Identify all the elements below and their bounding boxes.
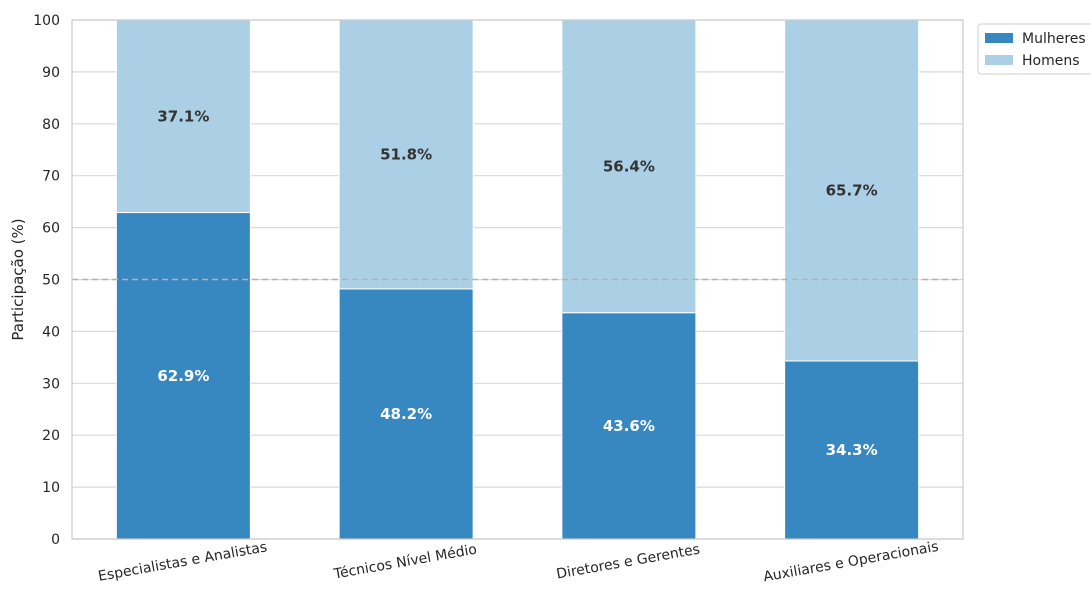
y-axis-label: Participação (%) bbox=[9, 218, 27, 340]
x-tick-label-1: Técnicos Nível Médio bbox=[332, 542, 478, 583]
data-label-mulheres-0: 62.9% bbox=[157, 367, 209, 385]
data-labels: 62.9% 37.1% 48.2% 51.8% 43.6% 56.4% 34.3% 65.7% bbox=[157, 107, 877, 459]
x-tick-label-3: Auxiliares e Operacionais bbox=[762, 539, 940, 586]
y-tick-label-10: 100 bbox=[33, 13, 60, 29]
y-tick-label-7: 70 bbox=[42, 169, 60, 185]
x-axis-ticks: Especialistas e Analistas Técnicos Nível … bbox=[97, 539, 940, 586]
data-label-homens-3: 65.7% bbox=[826, 181, 878, 199]
bar-mulheres-1 bbox=[338, 288, 474, 540]
data-label-homens-1: 51.8% bbox=[380, 145, 432, 163]
legend-swatch-mulheres bbox=[985, 33, 1013, 43]
bar-homens-0 bbox=[115, 19, 251, 214]
data-label-homens-0: 37.1% bbox=[157, 107, 209, 125]
bar-mulheres-3 bbox=[784, 360, 920, 540]
y-tick-label-5: 50 bbox=[42, 273, 60, 289]
y-tick-label-0: 0 bbox=[51, 532, 60, 548]
y-tick-label-1: 10 bbox=[42, 480, 60, 496]
legend-label-homens: Homens bbox=[1022, 53, 1080, 69]
data-label-mulheres-2: 43.6% bbox=[603, 417, 655, 435]
data-label-homens-2: 56.4% bbox=[603, 157, 655, 175]
legend-label-mulheres: Mulheres bbox=[1022, 31, 1086, 47]
bar-homens-3 bbox=[784, 19, 920, 362]
bar-mulheres-0 bbox=[115, 212, 251, 540]
bar-homens-1 bbox=[338, 19, 474, 290]
legend-swatch-homens bbox=[985, 55, 1013, 65]
y-tick-label-4: 40 bbox=[42, 324, 60, 340]
x-tick-label-0: Especialistas e Analistas bbox=[97, 539, 268, 584]
y-axis-ticks: 0 10 20 30 40 50 60 70 80 90 100 bbox=[33, 13, 60, 548]
legend: Mulheres Homens bbox=[977, 23, 1091, 75]
y-tick-label-3: 30 bbox=[42, 376, 60, 392]
plot-frame bbox=[71, 19, 964, 540]
bar-mulheres-2 bbox=[561, 312, 697, 540]
data-label-mulheres-1: 48.2% bbox=[380, 405, 432, 423]
y-tick-label-6: 60 bbox=[42, 221, 60, 237]
x-tick-label-2: Diretores e Gerentes bbox=[555, 542, 701, 583]
data-label-mulheres-3: 34.3% bbox=[826, 441, 878, 459]
y-tick-label-8: 80 bbox=[42, 117, 60, 133]
bar-homens-2 bbox=[561, 19, 697, 314]
y-tick-label-9: 90 bbox=[42, 65, 60, 81]
y-tick-label-2: 20 bbox=[42, 428, 60, 444]
bars bbox=[115, 19, 920, 540]
